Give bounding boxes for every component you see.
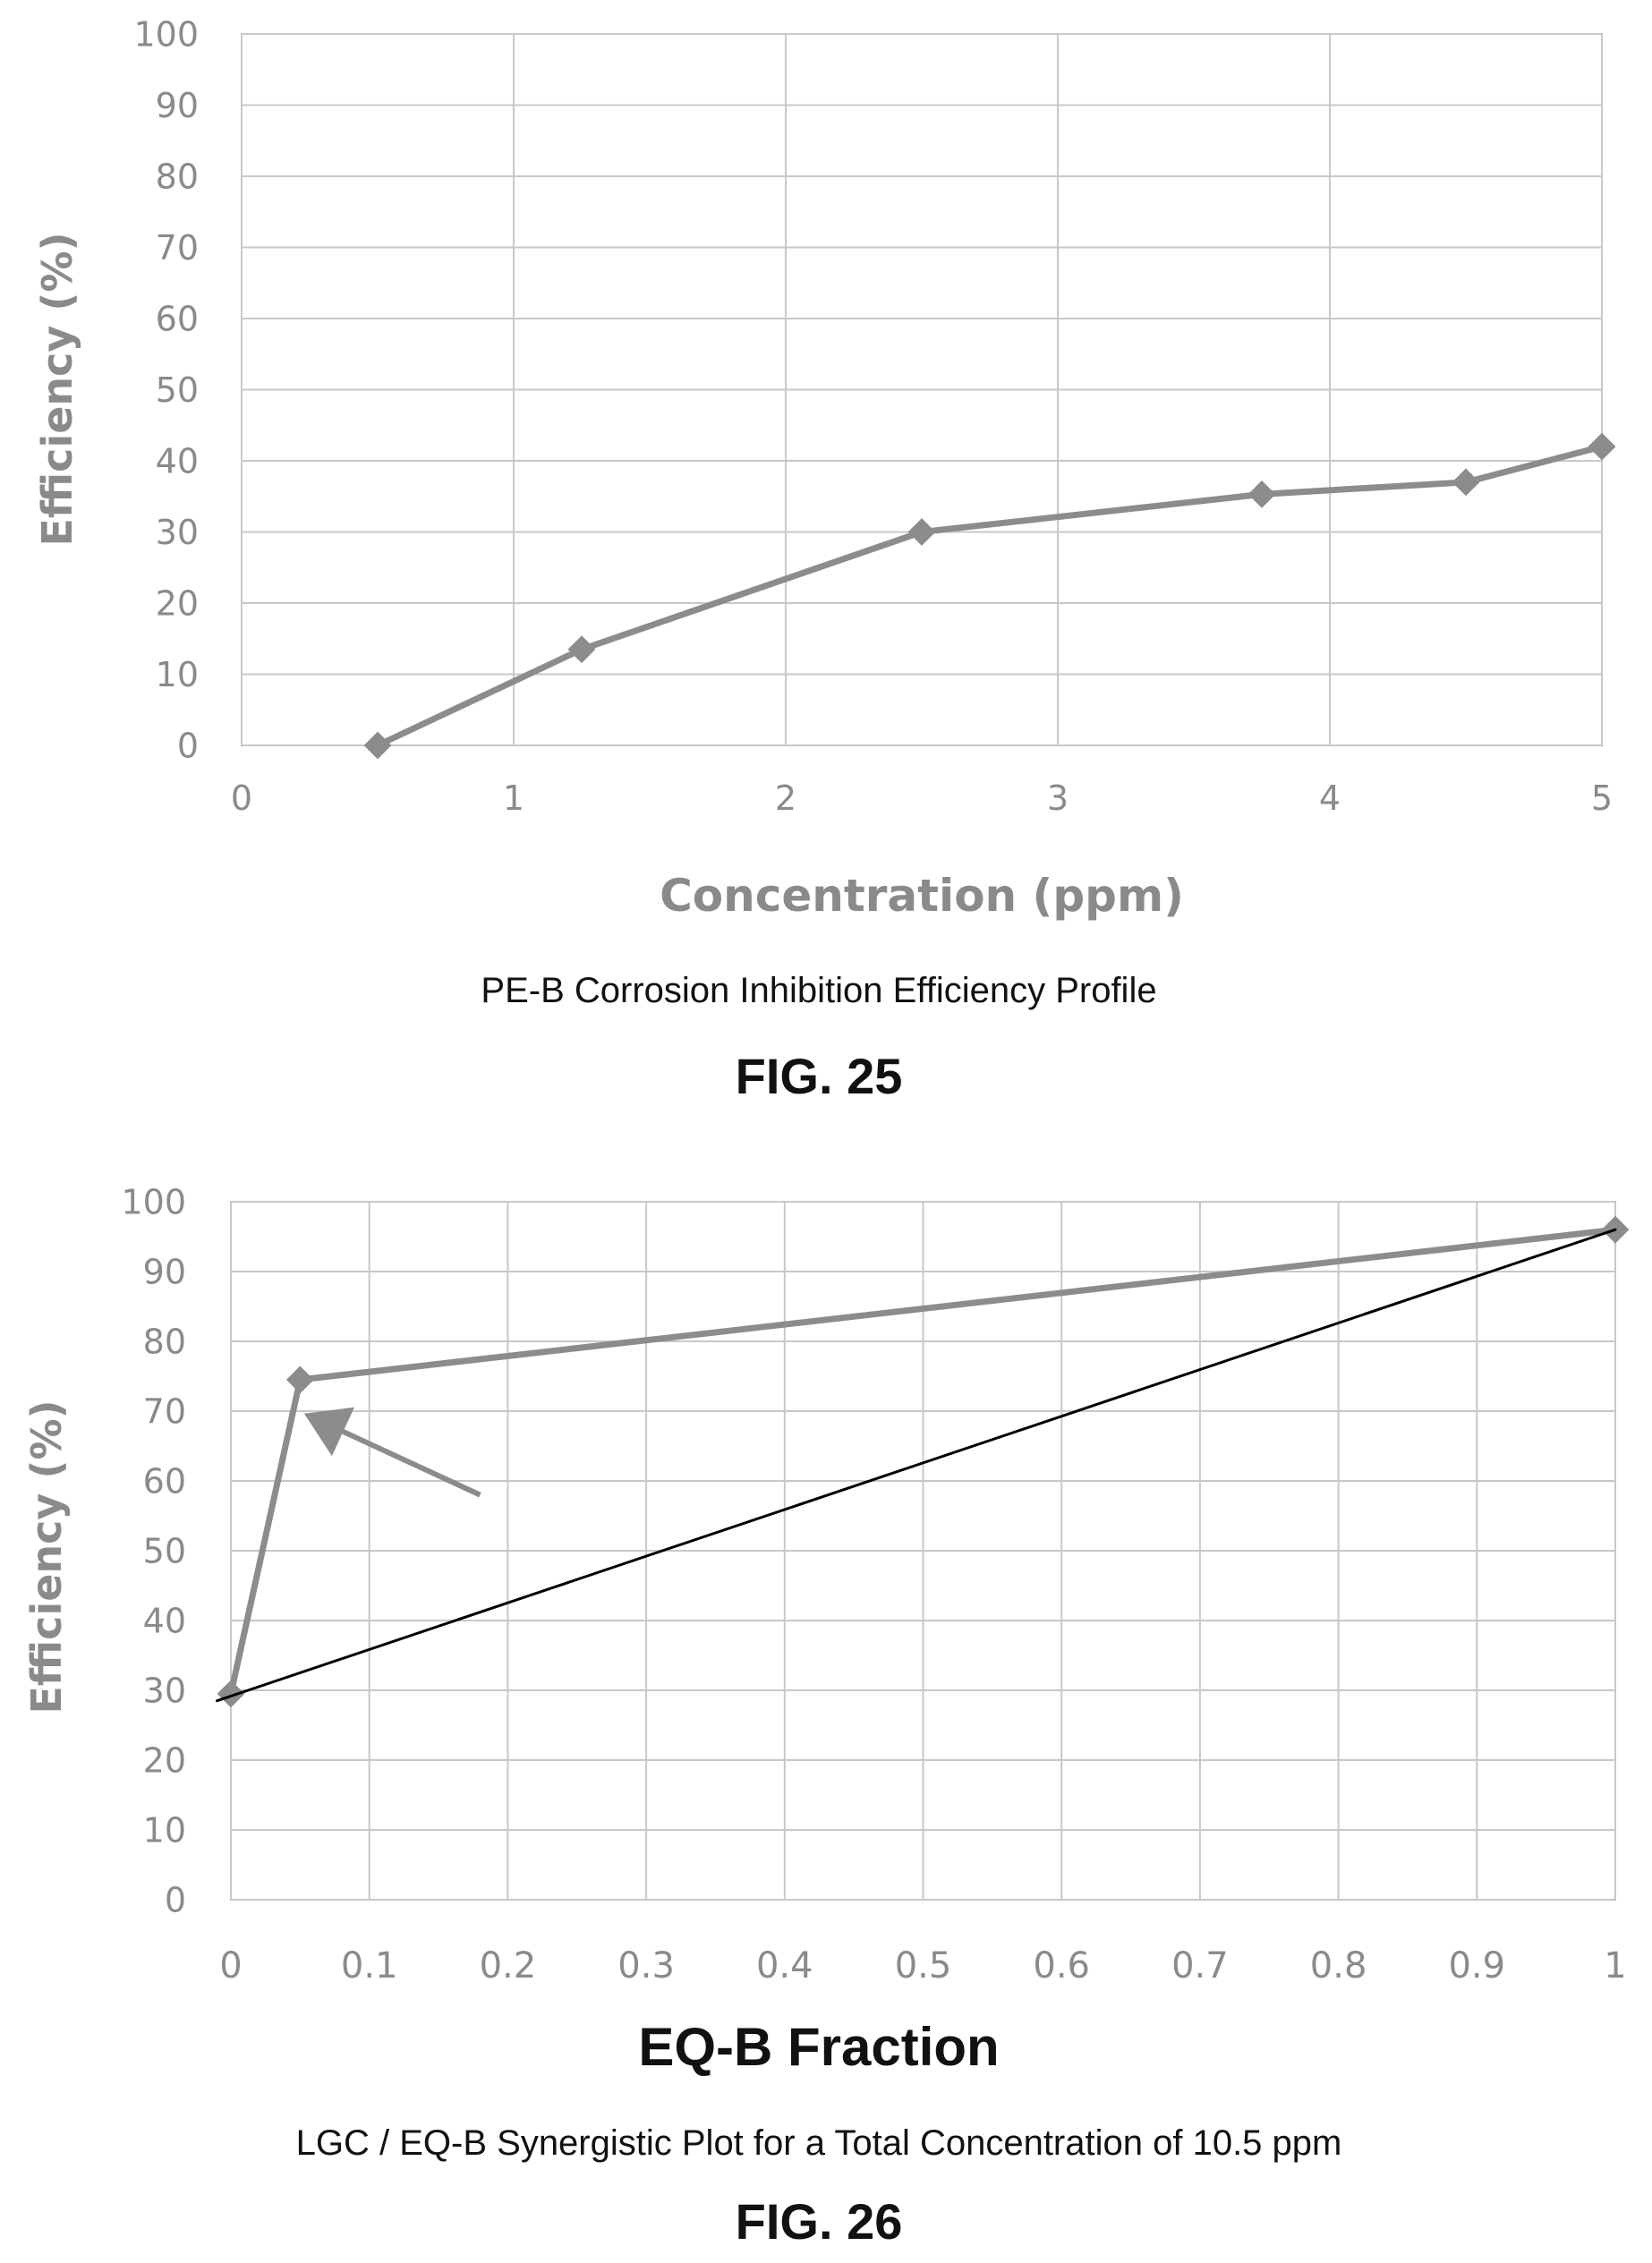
fig25-caption: PE-B Corrosion Inhibition Efficiency Pro… <box>481 971 1156 1010</box>
fig26-x-tick-label: 0.1 <box>341 1945 398 1987</box>
fig25-series-0-line <box>374 443 1605 749</box>
fig25-x-tick-label: 4 <box>1319 778 1341 818</box>
fig25-y-tick-label: 10 <box>156 655 199 694</box>
fig25-y-tick-label: 30 <box>156 513 199 552</box>
fig26-y-tick-label: 70 <box>143 1392 186 1432</box>
fig25-y-tick-label: 50 <box>156 370 199 410</box>
fig25-y-tick-label: 70 <box>156 228 199 268</box>
fig26-x-axis-title: EQ-B Fraction <box>638 2017 999 2077</box>
fig25-y-tick-label: 20 <box>156 584 199 624</box>
fig26-x-tick-label: 0.2 <box>480 1945 537 1987</box>
fig25-data-point <box>1588 432 1616 461</box>
fig26-y-tick-label: 30 <box>143 1672 186 1711</box>
fig25-gridlines <box>241 33 1603 746</box>
fig25-x-tick-label: 2 <box>775 778 796 818</box>
fig25-y-tick-label: 40 <box>156 442 199 481</box>
fig25-chart: 0 10 20 30 40 50 60 70 80 90 100 0 1 2 3 4 5 Efficiency… <box>33 15 1616 922</box>
fig26-x-tick-label: 1 <box>1604 1945 1626 1987</box>
fig26-y-tick-label: 60 <box>143 1462 186 1502</box>
fig25-figure-label: FIG. 25 <box>736 1048 903 1104</box>
fig26-y-tick-label: 80 <box>143 1323 186 1362</box>
fig26-x-tick-label: 0.9 <box>1448 1945 1505 1987</box>
fig25-x-tick-label: 5 <box>1591 778 1613 818</box>
fig25-data-point <box>1452 468 1480 497</box>
fig26-x-tick-label: 0.4 <box>756 1945 813 1987</box>
fig26-x-tick-label: 0.3 <box>617 1945 675 1987</box>
fig26-x-tick-label: 0.6 <box>1033 1945 1090 1987</box>
fig26-y-tick-label: 0 <box>165 1881 186 1920</box>
fig25-data-point <box>907 518 936 546</box>
fig26-x-tick-labels: 0 0.1 0.2 0.3 0.4 0.5 0.6 0.7 0.8 0.9 1 <box>219 1945 1626 1987</box>
fig26-annotation-arrow <box>303 1407 481 1498</box>
fig25-data-point <box>567 635 596 664</box>
fig26-y-tick-label: 50 <box>143 1532 186 1571</box>
fig26-data-point <box>285 1365 314 1394</box>
fig26-x-tick-label: 0 <box>219 1945 242 1987</box>
fig26-series <box>216 1215 1630 1708</box>
fig26-x-tick-label: 0.7 <box>1171 1945 1229 1987</box>
fig25-y-tick-labels: 0 10 20 30 40 50 60 70 80 90 100 <box>133 15 199 766</box>
fig26-x-tick-label: 0.5 <box>895 1945 952 1987</box>
fig25-data-point <box>1248 480 1276 508</box>
fig26-gridlines <box>230 1201 1616 1901</box>
fig26-y-tick-label: 100 <box>121 1183 186 1222</box>
fig25-x-tick-label: 0 <box>231 778 252 818</box>
fig26-y-tick-label: 20 <box>143 1741 186 1781</box>
fig25-x-tick-labels: 0 1 2 3 4 5 <box>231 778 1613 818</box>
fig26-caption: LGC / EQ-B Synergistic Plot for a Total … <box>296 2123 1342 2163</box>
fig25-data-point <box>363 731 392 760</box>
fig25-y-tick-label: 100 <box>133 15 199 55</box>
fig25-x-tick-label: 1 <box>503 778 524 818</box>
fig25-y-tick-label: 80 <box>156 157 199 197</box>
fig26-y-tick-labels: 0 10 20 30 40 50 60 70 80 90 100 <box>121 1183 186 1920</box>
fig25-series <box>363 432 1616 760</box>
fig25-y-tick-label: 90 <box>156 86 199 125</box>
fig25-y-axis-title: Efficiency (%) <box>33 232 81 546</box>
fig26-x-tick-label: 0.8 <box>1310 1945 1367 1987</box>
fig25-y-tick-label: 0 <box>177 727 199 766</box>
fig25-y-tick-label: 60 <box>156 300 199 339</box>
fig26-data-point <box>217 1680 245 1708</box>
fig26-figure-label: FIG. 26 <box>736 2193 903 2250</box>
fig26-annotations <box>303 1407 481 1498</box>
fig25-x-axis-title: Concentration (ppm) <box>660 870 1184 922</box>
fig26-y-tick-label: 10 <box>143 1811 186 1850</box>
fig26-y-tick-label: 40 <box>143 1602 186 1641</box>
fig26-series-1-line <box>216 1228 1617 1703</box>
fig26-y-tick-label: 90 <box>143 1253 186 1292</box>
fig26-y-axis-title: Efficiency (%) <box>22 1399 71 1714</box>
fig25-x-tick-label: 3 <box>1047 778 1069 818</box>
